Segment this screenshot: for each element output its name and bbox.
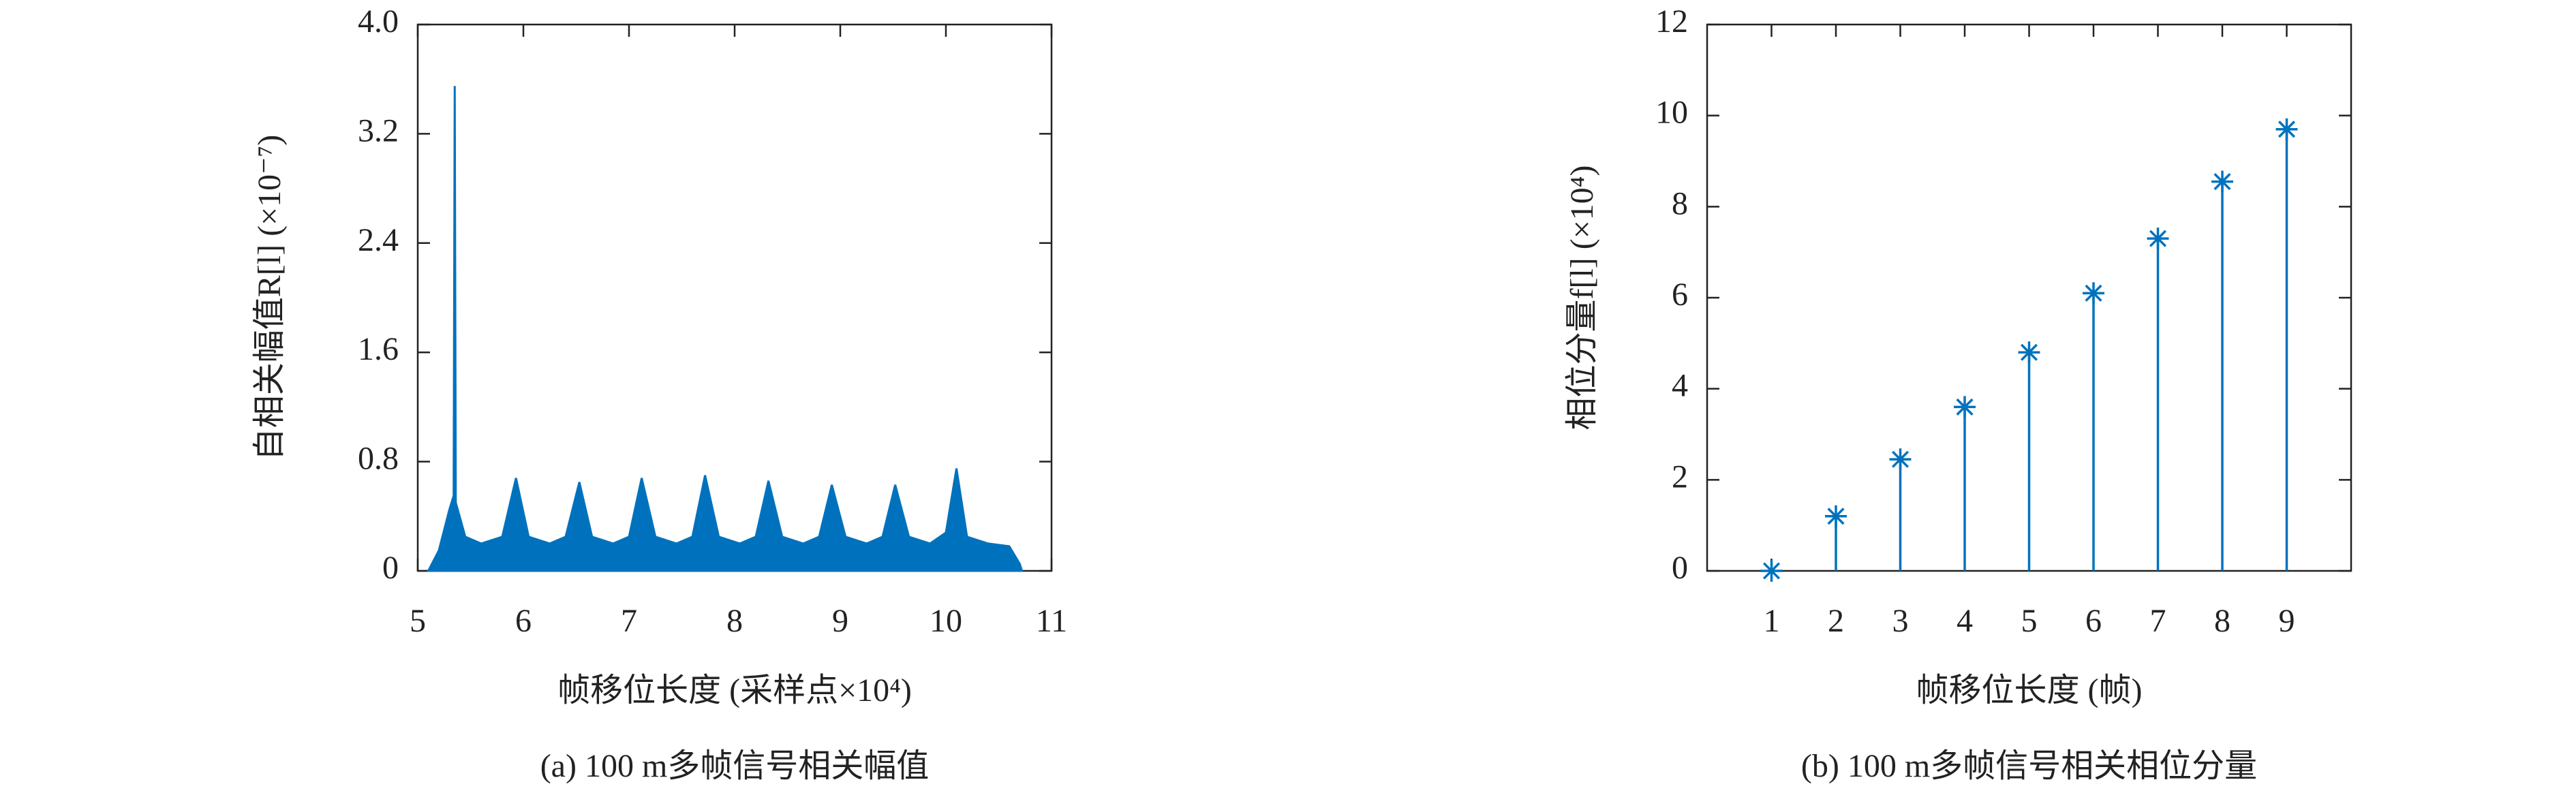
y-tick-label: 1.6 <box>358 331 399 367</box>
y-tick-label: 2.4 <box>358 222 399 258</box>
stem-marker <box>1891 450 1910 468</box>
x-tick-label: 4 <box>1957 603 1973 639</box>
stem-marker <box>2213 173 2231 191</box>
y-axis-label: 自相关幅值R[l] (×10⁻⁷) <box>251 135 288 461</box>
x-tick-label: 8 <box>2214 603 2230 639</box>
stem <box>1825 505 1847 571</box>
caption: (a) 100 m多帧信号相关幅值 <box>540 748 930 784</box>
y-tick-label: 3.2 <box>358 112 399 149</box>
x-tick-label: 6 <box>515 603 532 639</box>
stem <box>2211 170 2233 571</box>
stem-marker <box>2149 230 2167 247</box>
stem <box>2147 228 2169 571</box>
y-tick-label: 10 <box>1655 95 1688 131</box>
caption: (b) 100 m多帧信号相关相位分量 <box>1801 748 2257 784</box>
stem <box>2083 282 2104 571</box>
y-tick-label: 12 <box>1655 3 1688 40</box>
x-tick-label: 9 <box>832 603 848 639</box>
stem-marker <box>2085 284 2102 302</box>
x-tick-label: 2 <box>1828 603 1844 639</box>
stem-marker <box>2020 343 2038 361</box>
x-tick-label: 9 <box>2279 603 2295 639</box>
y-tick-label: 8 <box>1672 185 1688 221</box>
x-tick-label: 1 <box>1764 603 1780 639</box>
x-tick-label: 8 <box>726 603 743 639</box>
x-tick-label: 6 <box>2085 603 2102 639</box>
y-tick-label: 4 <box>1672 368 1688 404</box>
x-tick-label: 10 <box>930 603 962 639</box>
x-axis-label: 帧移位长度 (采样点×10⁴) <box>557 672 912 708</box>
y-axis-label: 相位分量f[l] (×10⁴) <box>1564 165 1600 430</box>
stem <box>1760 560 1783 582</box>
stem-marker <box>1762 562 1781 580</box>
stem <box>1954 396 1976 571</box>
x-tick-label: 7 <box>2150 603 2166 639</box>
x-tick-label: 7 <box>621 603 637 639</box>
x-tick-label: 5 <box>410 603 426 639</box>
x-tick-label: 11 <box>1036 603 1067 639</box>
x-axis-label: 帧移位长度 (帧) <box>1916 672 2143 708</box>
y-tick-label: 6 <box>1672 277 1688 313</box>
stem <box>2018 341 2040 571</box>
y-tick-label: 4.0 <box>358 3 399 40</box>
x-tick-label: 3 <box>1892 603 1909 639</box>
y-tick-label: 0 <box>1672 550 1688 586</box>
y-tick-label: 0.8 <box>358 441 399 477</box>
stem <box>1889 448 1912 571</box>
y-tick-label: 2 <box>1672 458 1688 495</box>
stem-marker <box>1827 508 1845 525</box>
x-tick-label: 5 <box>2021 603 2038 639</box>
y-tick-label: 0 <box>382 550 399 586</box>
area <box>427 86 1024 572</box>
stem-marker <box>1956 398 1974 416</box>
stem-marker <box>2278 121 2296 138</box>
stem <box>2275 118 2298 571</box>
chart-panel: 5 6 7 8 9 10 11 0 0.8 1.6 2.4 3.2 4.0 帧移位长度 (采样点×10⁴)… <box>251 3 1067 784</box>
